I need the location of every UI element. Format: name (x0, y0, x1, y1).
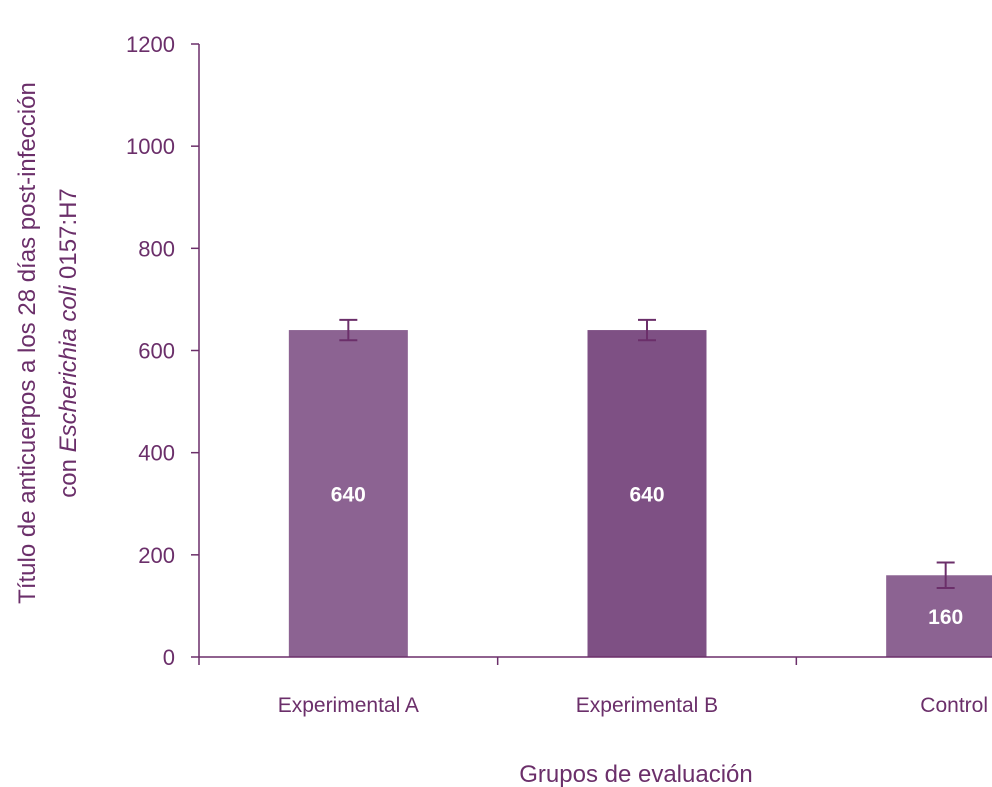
error-bar-2 (936, 561, 955, 590)
data-labels: 640 640 160 (331, 484, 963, 630)
y-tick-label: 1200 (126, 32, 175, 57)
x-axis-ticks (198, 657, 798, 665)
error-bar-0 (339, 318, 358, 342)
y-axis-title-line1: Título de anticuerpos a los 28 días post… (14, 82, 41, 604)
y-axis-title-line2: con Escherichia coli 0157:H7 (55, 188, 82, 498)
x-axis-title: Grupos de evaluación (519, 761, 752, 787)
bar-1 (587, 330, 707, 657)
data-label-1: 640 (629, 484, 664, 507)
y-tick-label: 1000 (126, 134, 175, 159)
y-tick-label: 600 (138, 339, 175, 364)
data-label-2: 160 (928, 606, 963, 629)
y-tick-label: 800 (138, 236, 175, 261)
bars (288, 330, 992, 657)
bar-0 (288, 330, 408, 657)
y-tick-label: 400 (138, 441, 175, 466)
y-axis-ticks: 0 200 400 600 800 1000 1200 (126, 32, 199, 670)
x-category-label-1: Experimental B (576, 694, 718, 717)
y-tick-label: 0 (163, 645, 175, 670)
y-axis-title: Título de anticuerpos a los 28 días post… (14, 82, 82, 604)
error-bar-1 (638, 318, 656, 342)
y-tick-label: 200 (138, 543, 175, 568)
x-category-label-2: Control (920, 694, 988, 717)
x-category-label-0: Experimental A (278, 694, 419, 717)
x-axis-category-labels: Experimental A Experimental B Control (278, 694, 988, 717)
error-bars (339, 318, 955, 590)
data-label-0: 640 (331, 484, 366, 507)
